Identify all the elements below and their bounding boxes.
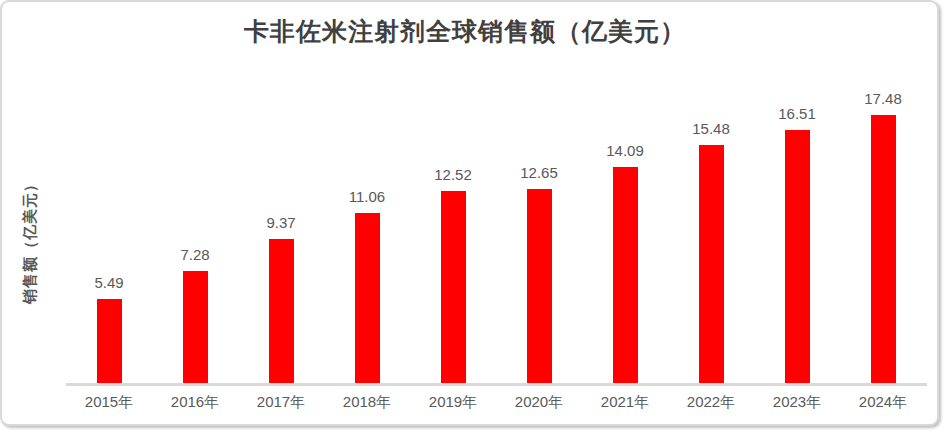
bar-value-label: 16.51 [778, 104, 816, 123]
bar-value-label: 9.37 [266, 213, 295, 232]
bar-value-label: 17.48 [864, 89, 902, 108]
bar [355, 213, 380, 383]
bar-group: 16.51 [754, 104, 840, 383]
bar [441, 191, 466, 383]
x-axis-tick-label: 2020年 [496, 393, 582, 412]
bar-value-label: 11.06 [349, 187, 385, 206]
bar [871, 115, 896, 383]
bar [613, 167, 638, 383]
bar [785, 130, 810, 383]
bar [97, 299, 122, 383]
bar-group: 11.06 [324, 187, 410, 383]
bar-value-label: 7.28 [180, 245, 209, 264]
y-axis-title: 销售额（亿美元） [21, 176, 40, 304]
chart-title: 卡非佐米注射剂全球销售额（亿美元） [0, 15, 930, 48]
x-axis-tick-label: 2022年 [668, 393, 754, 412]
bar-group: 5.49 [66, 273, 152, 383]
bar-group: 14.09 [582, 141, 668, 383]
x-axis-tick-label: 2017年 [238, 393, 324, 412]
bar [183, 271, 208, 383]
bar [527, 189, 552, 383]
x-axis-tick-label: 2023年 [754, 393, 840, 412]
bar-group: 12.52 [410, 165, 496, 383]
bar-group: 17.48 [840, 89, 926, 383]
bar-group: 15.48 [668, 119, 754, 383]
x-axis-tick-label: 2021年 [582, 393, 668, 412]
bar-value-label: 12.65 [520, 163, 558, 182]
plot-area: 5.49 7.28 9.37 11.06 12.52 12.65 14.09 15.48 16.… [66, 70, 926, 383]
bar-value-label: 5.49 [94, 273, 123, 292]
x-axis-tick-label: 2015年 [66, 393, 152, 412]
x-axis-labels: 2015年2016年2017年2018年2019年2020年2021年2022年… [66, 393, 926, 412]
x-axis-line [66, 383, 927, 386]
bar-value-label: 14.09 [606, 141, 644, 160]
bar-value-label: 12.52 [434, 165, 472, 184]
x-axis-tick-label: 2016年 [152, 393, 238, 412]
x-axis-tick-label: 2019年 [410, 393, 496, 412]
x-axis-tick-label: 2024年 [840, 393, 926, 412]
bar-group: 7.28 [152, 245, 238, 383]
bar-group: 9.37 [238, 213, 324, 383]
bar-value-label: 15.48 [692, 119, 730, 138]
x-axis-tick-label: 2018年 [324, 393, 410, 412]
bar-group: 12.65 [496, 163, 582, 383]
bar [269, 239, 294, 383]
bar [699, 145, 724, 383]
bar-chart: 卡非佐米注射剂全球销售额（亿美元） 销售额（亿美元） 5.49 7.28 9.37 1… [0, 0, 950, 434]
